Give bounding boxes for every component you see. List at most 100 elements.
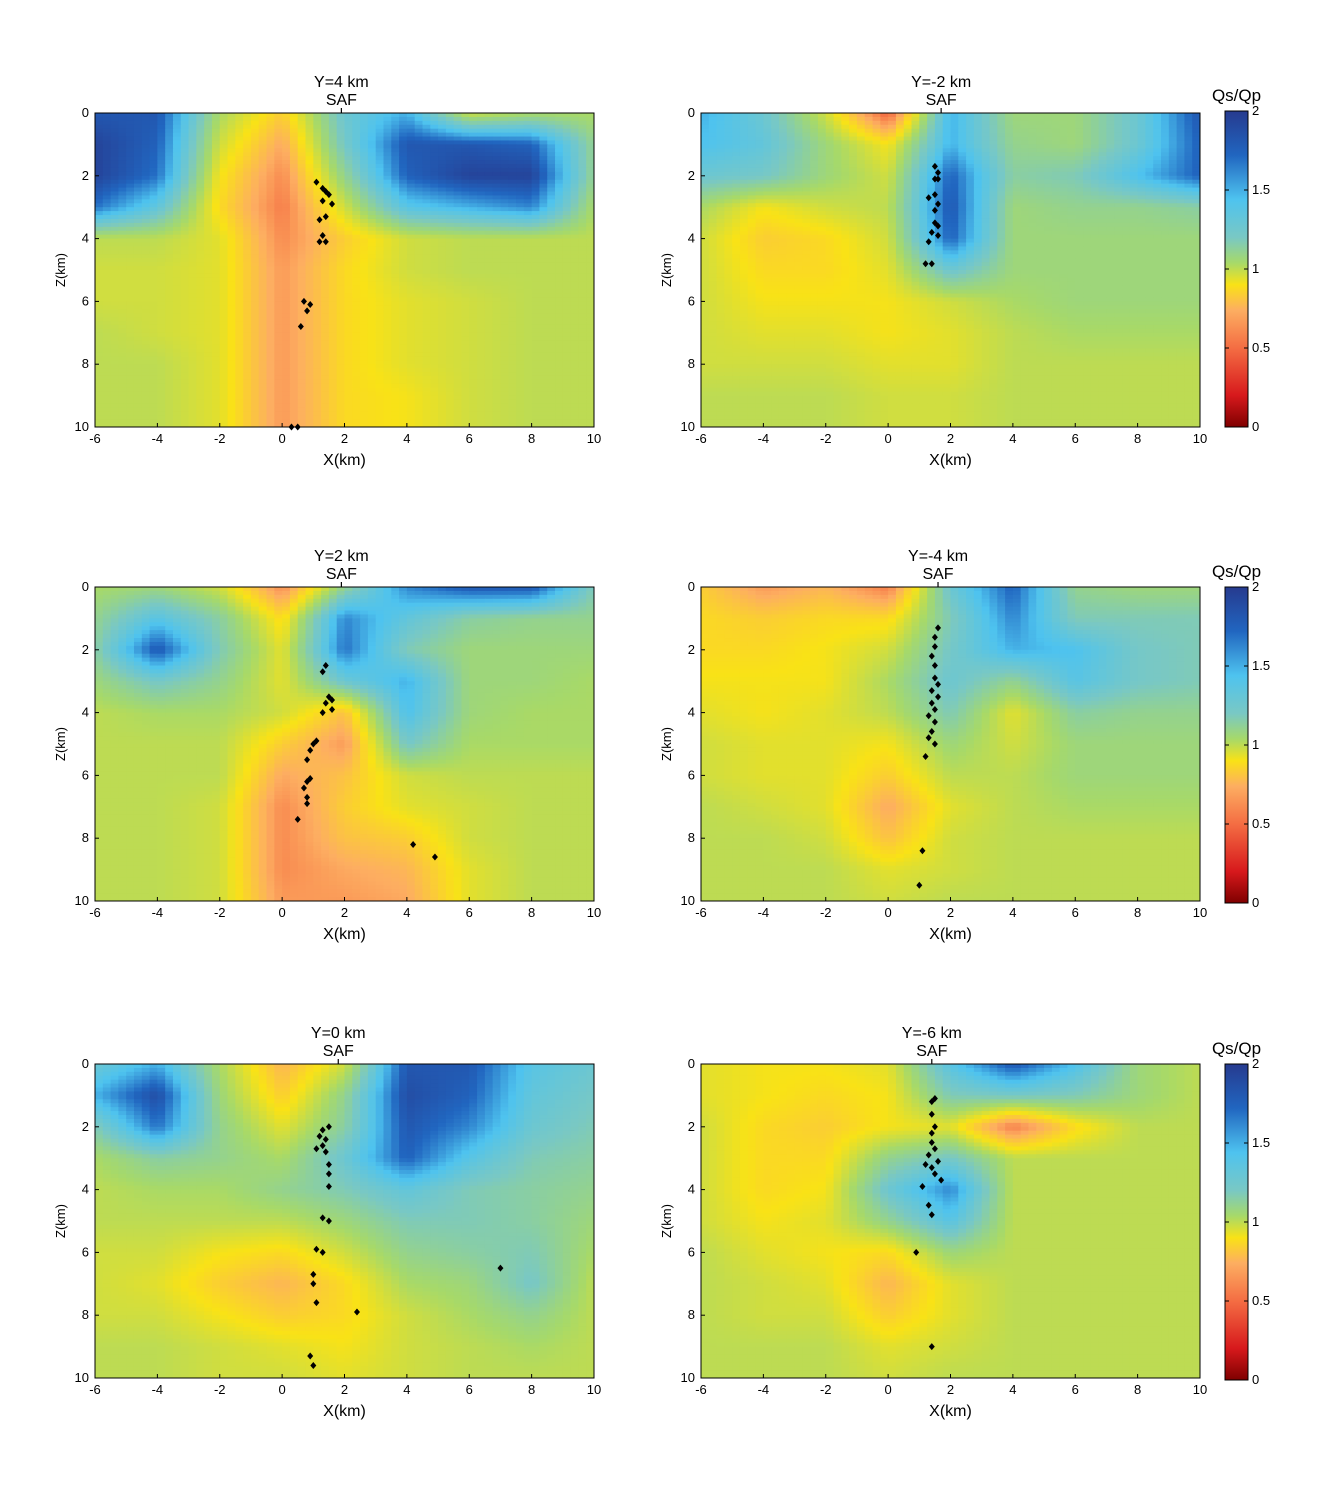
heatmap-cell (227, 321, 236, 326)
heatmap-cell (313, 199, 322, 204)
heatmap-cell (305, 179, 314, 185)
heatmap-cell (344, 207, 353, 212)
heatmap-cell (469, 116, 478, 122)
heatmap-cell (126, 191, 135, 197)
heatmap-cell (352, 344, 361, 350)
heatmap-cell (375, 175, 385, 181)
heatmap-cell (383, 230, 392, 236)
heatmap-cell (227, 324, 236, 330)
heatmap-cell (352, 372, 361, 377)
heatmap-cell (414, 156, 424, 161)
heatmap-cell (118, 218, 127, 224)
heatmap-cell (547, 164, 556, 169)
heatmap-cell (352, 317, 361, 322)
heatmap-cell (461, 156, 470, 161)
heatmap-cell (562, 207, 572, 212)
heatmap-cell (430, 203, 439, 208)
heatmap-cell (227, 293, 236, 299)
heatmap-cell (562, 277, 572, 283)
heatmap-cell (243, 160, 252, 165)
heatmap-cell (258, 383, 268, 389)
heatmap-cell (399, 132, 408, 138)
heatmap-cell (531, 285, 541, 291)
heatmap-cell (235, 332, 244, 338)
heatmap-cell (336, 395, 346, 401)
heatmap-cell (313, 336, 322, 342)
heatmap-cell (188, 266, 197, 271)
heatmap-cell (172, 144, 182, 149)
heatmap-cell (165, 191, 174, 197)
heatmap-cell (274, 242, 283, 248)
heatmap-cell (484, 164, 494, 169)
heatmap-cell (243, 254, 252, 259)
heatmap-cell (321, 175, 330, 181)
heatmap-cell (274, 187, 283, 193)
heatmap-cell (313, 301, 322, 306)
heatmap-cell (243, 183, 252, 189)
heatmap-cell (562, 301, 572, 306)
heatmap-cell (321, 277, 330, 283)
heatmap-cell (586, 348, 594, 354)
heatmap-cell (477, 160, 486, 165)
heatmap-cell (367, 379, 377, 385)
heatmap-cell (453, 340, 463, 346)
heatmap-cell (414, 317, 424, 322)
heatmap-cell (328, 148, 338, 153)
heatmap-cell (235, 266, 244, 271)
heatmap-cell (562, 368, 572, 373)
heatmap-cell (274, 419, 283, 424)
heatmap-cell (141, 191, 151, 197)
heatmap-cell (243, 203, 252, 208)
heatmap-cell (399, 391, 408, 397)
heatmap-cell (297, 175, 307, 181)
heatmap-cell (360, 317, 369, 322)
heatmap-cell (578, 230, 587, 236)
heatmap-cell (344, 360, 353, 365)
heatmap-cell (430, 399, 439, 405)
heatmap-cell (570, 391, 580, 397)
heatmap-cell (227, 364, 236, 369)
heatmap-cell (360, 309, 369, 314)
heatmap-cell (250, 368, 260, 373)
heatmap-cell (438, 328, 447, 334)
heatmap-cell (516, 340, 525, 346)
heatmap-cell (555, 140, 564, 145)
heatmap-cell (102, 360, 112, 365)
heatmap-cell (172, 199, 182, 204)
heatmap-cell (102, 411, 112, 416)
heatmap-cell (484, 116, 494, 122)
heatmap-cell (477, 203, 486, 208)
heatmap-cell (313, 152, 322, 157)
heatmap-cell (367, 246, 377, 251)
heatmap-cell (531, 203, 541, 208)
heatmap-cell (484, 293, 494, 299)
heatmap-cell (523, 309, 533, 314)
heatmap-cell (266, 379, 275, 385)
heatmap-cell (414, 289, 424, 295)
heatmap-cell (235, 250, 244, 255)
heatmap-cell (126, 187, 135, 193)
heatmap-cell (336, 226, 346, 232)
heatmap-cell (157, 144, 166, 149)
heatmap-cell (227, 183, 236, 189)
heatmap-cell (211, 391, 221, 397)
heatmap-cell (547, 171, 556, 177)
heatmap-cell (243, 293, 252, 299)
heatmap-cell (367, 415, 377, 420)
heatmap-cell (547, 375, 556, 381)
heatmap-cell (243, 140, 252, 145)
heatmap-cell (274, 352, 283, 357)
heatmap-cell (204, 273, 213, 279)
heatmap-cell (477, 372, 486, 377)
heatmap-cell (227, 207, 236, 212)
heatmap-cell (344, 297, 353, 302)
heatmap-cell (445, 211, 455, 216)
heatmap-cell (219, 144, 229, 149)
heatmap-cell (508, 179, 517, 185)
heatmap-cell (406, 156, 416, 161)
heatmap-cell (438, 317, 447, 322)
heatmap-cell (516, 215, 525, 220)
heatmap-cell (375, 140, 385, 145)
heatmap-cell (492, 266, 502, 271)
heatmap-cell (250, 403, 260, 408)
